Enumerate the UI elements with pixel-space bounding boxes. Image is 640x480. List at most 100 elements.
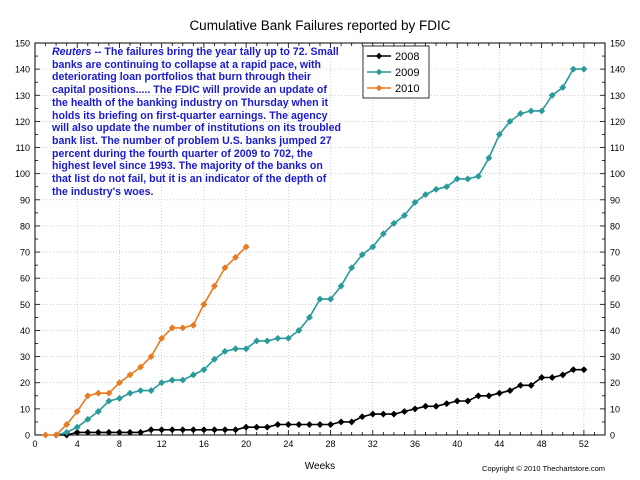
- data-point-2009: [443, 183, 451, 191]
- data-point-2009: [63, 428, 71, 436]
- data-point-2008: [337, 418, 345, 426]
- reuters-annotation: Reuters -- The failures bring the year t…: [52, 46, 342, 198]
- data-point-2010: [73, 407, 81, 416]
- data-point-2009: [517, 110, 525, 118]
- x-tick-label: 20: [241, 439, 251, 449]
- y-tick-label: 100: [15, 169, 30, 179]
- data-point-2009: [115, 394, 123, 402]
- data-point-2009: [464, 175, 472, 183]
- data-point-2008: [485, 392, 493, 400]
- data-point-2008: [158, 426, 166, 434]
- data-point-2009: [274, 334, 282, 342]
- y-tick-label-right: 40: [610, 326, 620, 336]
- data-point-2009: [94, 407, 102, 416]
- data-point-2008: [453, 397, 461, 405]
- chart-title: Cumulative Bank Failures reported by FDI…: [189, 18, 450, 33]
- data-point-2008: [390, 410, 398, 418]
- data-point-2009: [390, 219, 398, 227]
- data-point-2009: [232, 345, 240, 353]
- data-point-2008: [168, 426, 176, 434]
- y-tick-label: 50: [20, 300, 30, 310]
- data-point-2008: [274, 420, 282, 429]
- data-point-2008: [221, 426, 229, 434]
- copyright-text: Copyright © 2010 Thechartstore.com: [482, 464, 605, 473]
- y-tick-label-right: 90: [610, 195, 620, 205]
- data-point-2010: [168, 324, 176, 332]
- x-tick-label: 4: [75, 439, 80, 449]
- data-point-2010: [210, 282, 218, 290]
- x-tick-label: 28: [326, 439, 336, 449]
- data-point-2008: [210, 426, 218, 434]
- data-point-2008: [94, 428, 102, 436]
- data-point-2009: [210, 355, 218, 363]
- data-point-2008: [295, 420, 303, 429]
- data-point-2008: [443, 400, 451, 408]
- series-line-2010: [45, 246, 247, 436]
- y-tick-label: 70: [20, 248, 30, 258]
- x-tick-label: 8: [117, 439, 122, 449]
- data-point-2009: [453, 175, 461, 183]
- data-point-2009: [221, 347, 229, 355]
- plot-area: [35, 43, 605, 435]
- data-point-2008: [527, 381, 535, 389]
- y-tick-label-right: 150: [610, 39, 625, 49]
- y-tick-label: 90: [20, 195, 30, 205]
- y-tick-label-right: 20: [610, 378, 620, 388]
- data-point-2010: [200, 300, 208, 308]
- data-point-2008: [253, 423, 261, 431]
- x-tick-label: 52: [579, 439, 589, 449]
- data-point-2009: [527, 107, 535, 115]
- data-point-2008: [348, 418, 356, 426]
- data-point-2010: [137, 363, 145, 371]
- data-point-2009: [295, 326, 303, 335]
- data-point-2010: [84, 392, 92, 400]
- y-tick-label-right: 10: [610, 404, 620, 414]
- x-tick-label: 0: [32, 439, 37, 449]
- data-point-2008: [369, 410, 377, 418]
- data-point-2008: [559, 371, 567, 379]
- data-point-2008: [422, 402, 430, 410]
- data-point-2010: [232, 253, 240, 261]
- data-point-2008: [517, 381, 525, 389]
- data-point-2008: [538, 373, 546, 382]
- y-tick-label: 110: [16, 143, 30, 153]
- y-tick-label: 80: [20, 221, 30, 231]
- data-point-2009: [474, 172, 482, 180]
- data-point-2008: [506, 387, 514, 395]
- y-tick-label: 20: [20, 378, 30, 388]
- data-point-2008: [548, 373, 556, 382]
- data-point-2008: [327, 420, 335, 429]
- data-point-2009: [253, 337, 261, 345]
- data-point-2008: [495, 389, 503, 397]
- data-point-2009: [485, 154, 493, 162]
- annotation-source: Reuters: [52, 46, 92, 58]
- data-point-2009: [305, 313, 313, 321]
- data-point-2009: [432, 185, 440, 193]
- data-point-2009: [73, 423, 81, 431]
- data-point-2008: [464, 397, 472, 405]
- data-point-2009: [580, 65, 588, 73]
- x-axis-label: Weeks: [305, 461, 335, 472]
- legend-swatch-marker: [375, 84, 383, 92]
- data-point-2010: [158, 334, 166, 342]
- legend-label: 2009: [395, 67, 419, 79]
- data-point-2009: [348, 264, 356, 272]
- data-point-2008: [305, 420, 313, 429]
- data-point-2008: [316, 420, 324, 429]
- data-point-2010: [126, 371, 134, 379]
- data-point-2009: [284, 334, 292, 342]
- data-point-2009: [126, 389, 134, 397]
- data-point-2009: [506, 117, 514, 125]
- data-point-2008: [232, 426, 240, 434]
- data-point-2009: [400, 211, 408, 220]
- data-point-2009: [200, 366, 208, 374]
- y-tick-label-right: 30: [610, 352, 620, 362]
- y-tick-label-right: 70: [610, 248, 620, 258]
- data-point-2010: [115, 379, 123, 387]
- data-point-2009: [179, 376, 187, 384]
- x-tick-label: 16: [199, 439, 209, 449]
- y-tick-label: 150: [15, 39, 30, 49]
- data-point-2008: [137, 428, 145, 436]
- data-point-2009: [84, 415, 92, 423]
